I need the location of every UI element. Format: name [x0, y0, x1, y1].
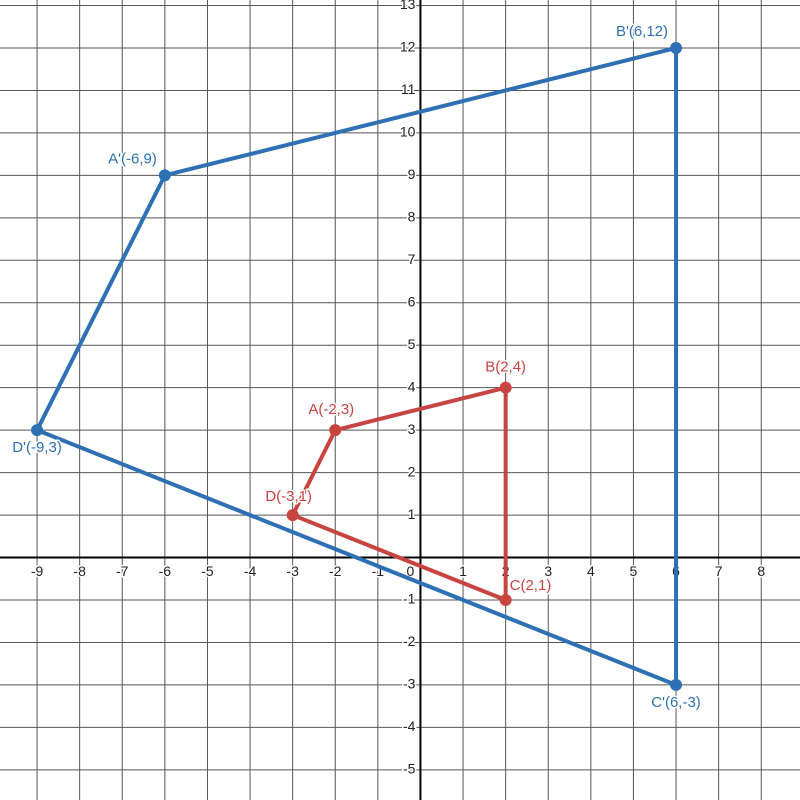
y-tick-label: -4 [403, 718, 416, 734]
point-label: B(2,4) [485, 359, 526, 376]
y-tick-label: -1 [403, 591, 416, 607]
x-tick-label: -6 [159, 563, 172, 579]
vertex [670, 41, 683, 54]
y-tick-label: 8 [408, 209, 416, 225]
vertex [329, 424, 342, 437]
x-tick-label: 8 [757, 563, 765, 579]
point-label: B'(6,12) [616, 23, 668, 40]
x-tick-label: -3 [286, 563, 299, 579]
x-tick-label: -2 [329, 563, 342, 579]
point-label: C'(6,-3) [651, 694, 701, 711]
y-tick-label: 9 [408, 166, 416, 182]
x-tick-label: 5 [630, 563, 638, 579]
vertex [670, 678, 683, 691]
vertex [499, 381, 512, 394]
y-tick-label: 6 [408, 293, 416, 309]
x-tick-label: 1 [459, 563, 467, 579]
polygon [290, 385, 508, 602]
x-tick-label: -7 [116, 563, 129, 579]
point-label: C(2,1) [510, 577, 552, 594]
x-tick-label: -5 [201, 563, 214, 579]
x-tick-label: -4 [244, 563, 257, 579]
vertex [158, 169, 171, 182]
y-tick-label: 1 [408, 506, 416, 522]
x-tick-label: -8 [73, 563, 86, 579]
vertex [286, 509, 299, 522]
y-tick-label: 5 [408, 336, 416, 352]
y-tick-label: 7 [408, 251, 416, 267]
y-tick-label: 11 [401, 81, 416, 97]
polygon [35, 45, 679, 687]
x-tick-label: 7 [715, 563, 723, 579]
y-tick-label: -3 [403, 676, 416, 692]
point-label: D'(-9,3) [12, 439, 62, 456]
vertex [31, 424, 44, 437]
x-tick-label: 3 [544, 563, 552, 579]
y-tick-label: 2 [408, 463, 416, 479]
y-tick-label: 3 [408, 421, 416, 437]
x-tick-label: 0 [407, 563, 415, 579]
vertex [499, 594, 512, 606]
point-label: A(-2,3) [308, 401, 354, 418]
y-tick-label: 13 [400, 0, 416, 12]
y-tick-label: 12 [400, 39, 416, 55]
point-label: D(-3,1) [265, 488, 312, 505]
y-tick-label: -5 [403, 761, 416, 777]
y-tick-label: 4 [408, 378, 416, 394]
x-tick-label: -9 [31, 563, 44, 579]
y-tick-label: 10 [400, 124, 416, 140]
y-tick-label: -2 [403, 633, 416, 649]
point-label: A'(-6,9) [108, 150, 157, 167]
x-tick-label: 4 [587, 563, 595, 579]
